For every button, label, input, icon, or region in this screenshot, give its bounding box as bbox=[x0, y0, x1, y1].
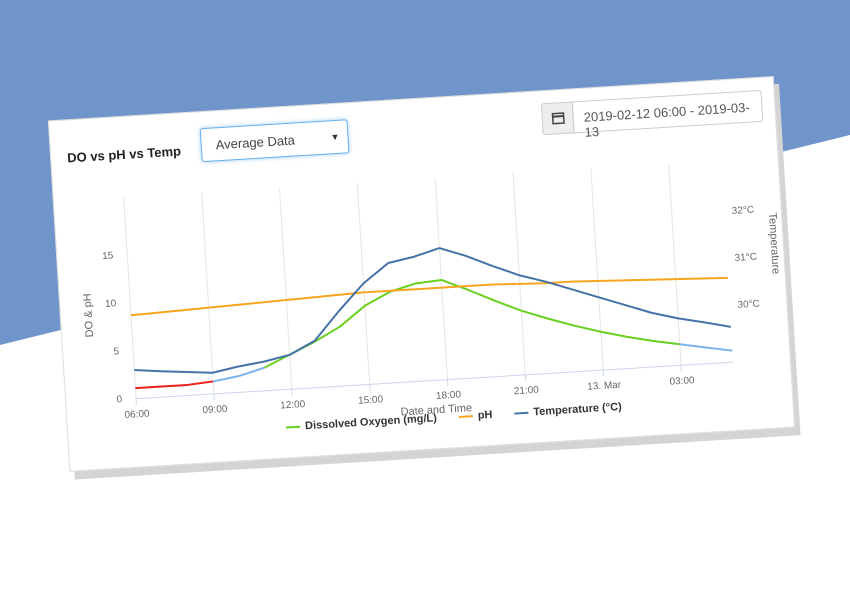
legend-swatch bbox=[458, 415, 473, 418]
x-axis-title: Date and Time bbox=[400, 402, 472, 418]
y2-tick-label: 30°C bbox=[737, 299, 760, 311]
x-tick-label: 18:00 bbox=[436, 389, 462, 402]
series-line bbox=[263, 278, 680, 369]
card: 06:00 09:00 12:00 15:00 18:00 21:00 13. Mar 03:… bbox=[47, 76, 796, 472]
caret: ▼ bbox=[330, 131, 340, 143]
series-line bbox=[130, 276, 728, 317]
y-tick-label: 0 bbox=[116, 394, 123, 405]
chart: 06:00 09:00 12:00 15:00 18:00 21:00 13. Mar 03:… bbox=[81, 163, 782, 432]
series-line bbox=[212, 366, 265, 383]
grid-line bbox=[668, 163, 682, 366]
grid-line bbox=[512, 173, 526, 375]
series-line bbox=[134, 247, 731, 374]
y-axis-title: DO & pH bbox=[81, 293, 96, 338]
x-tick-label: 12:00 bbox=[280, 399, 306, 412]
y-tick-label: 15 bbox=[102, 250, 114, 262]
calendar-button[interactable] bbox=[540, 101, 575, 136]
series-line bbox=[135, 380, 214, 390]
x-tick-label: 21:00 bbox=[514, 385, 540, 398]
legend-swatch bbox=[286, 425, 301, 429]
calendar-icon bbox=[551, 112, 565, 125]
grid-line bbox=[123, 197, 137, 399]
y-tick-label: 10 bbox=[105, 298, 117, 310]
x-tick-label: 03:00 bbox=[669, 375, 695, 388]
x-tick-label: 15:00 bbox=[358, 394, 384, 407]
legend-swatch bbox=[514, 411, 529, 415]
y2-tick-label: 31°C bbox=[734, 252, 757, 264]
y2-axis-title: Temperature bbox=[766, 212, 782, 274]
x-tick-label: 06:00 bbox=[124, 408, 150, 421]
grid-line bbox=[201, 192, 215, 394]
select-value: Average Data bbox=[215, 132, 296, 153]
x-tick-label: 09:00 bbox=[202, 404, 228, 417]
x-axis bbox=[136, 361, 733, 400]
legend-label: Dissolved Oxygen (mg/L) bbox=[305, 412, 438, 432]
legend-label: Temperature (°C) bbox=[533, 401, 622, 418]
grid-line bbox=[590, 168, 604, 371]
legend-label: pH bbox=[477, 409, 492, 422]
series-line bbox=[679, 343, 733, 352]
grid-line bbox=[434, 177, 448, 380]
y2-tick-label: 32°C bbox=[731, 205, 754, 217]
x-tick-label: 13. Mar bbox=[587, 380, 622, 393]
y-tick-label: 5 bbox=[113, 346, 120, 357]
